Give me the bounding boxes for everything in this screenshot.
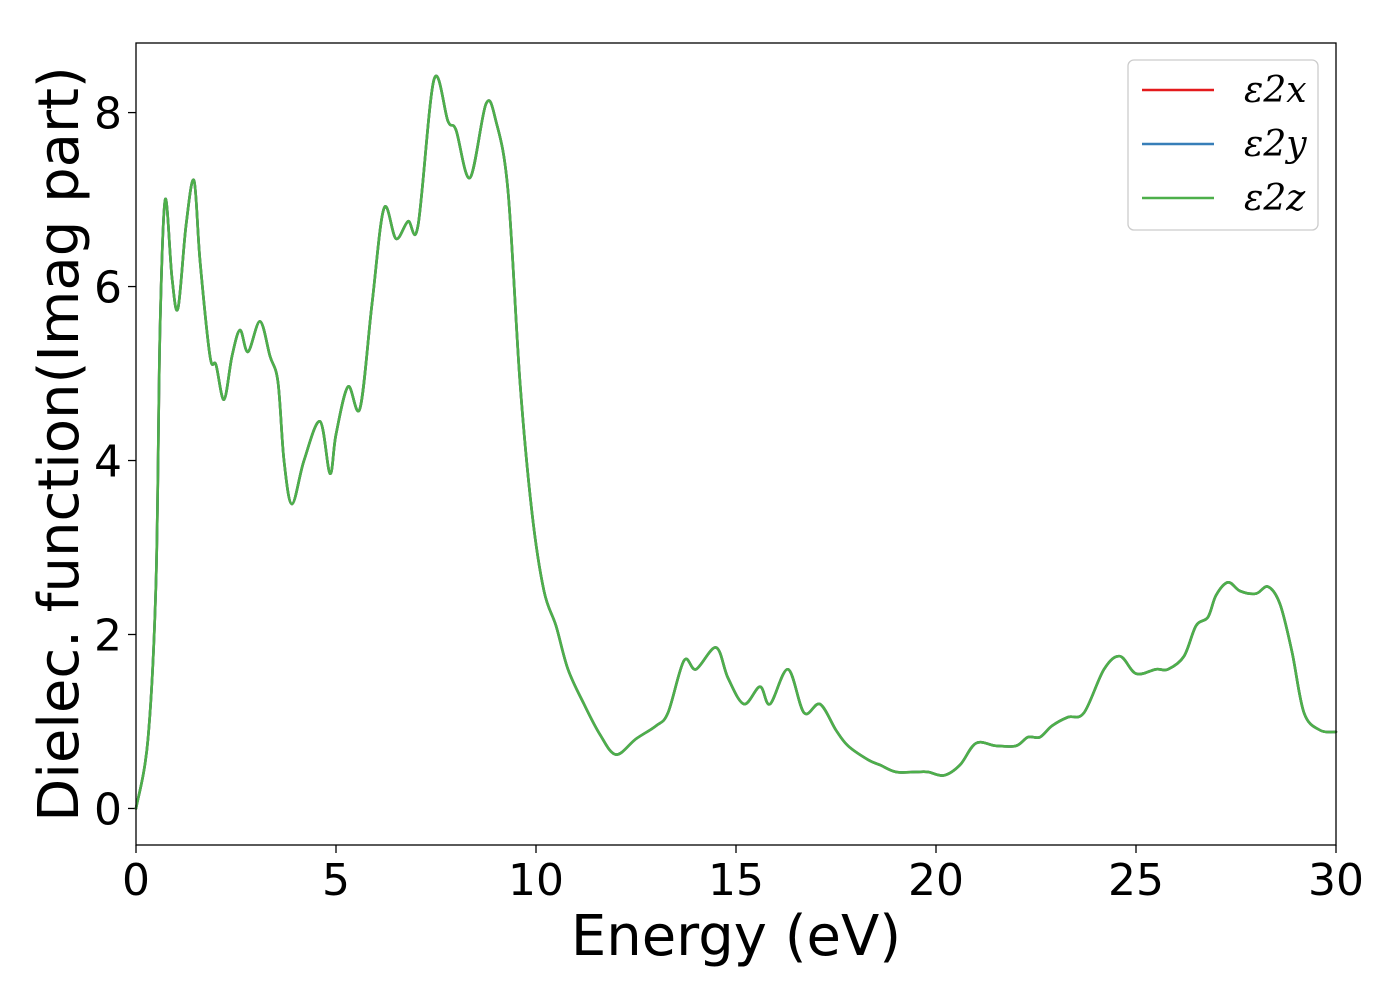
y-tick-label-2: 4 — [94, 437, 122, 488]
x-tick-label-1: 5 — [322, 855, 350, 906]
series-line-2 — [134, 74, 1338, 810]
y-tick-label-3: 6 — [94, 263, 122, 314]
legend-label-2: ε2z — [1244, 178, 1306, 219]
x-axis-label: Energy (eV) — [571, 904, 901, 969]
y-tick-label-4: 8 — [94, 89, 122, 140]
x-tick-label-5: 25 — [1108, 855, 1164, 906]
x-tick-label-2: 10 — [508, 855, 564, 906]
series-lines — [134, 74, 1338, 810]
y-tick-label-0: 0 — [94, 784, 122, 835]
x-tick-label-0: 0 — [122, 855, 150, 906]
legend-label-0: ε2x — [1244, 70, 1307, 111]
plot-frame — [135, 42, 1337, 846]
legend-label-1: ε2y — [1244, 124, 1307, 165]
x-tick-label-4: 20 — [908, 855, 964, 906]
legend: ε2x ε2y ε2z — [1127, 59, 1319, 231]
x-tick-label-6: 30 — [1308, 855, 1364, 906]
axis-ticks: 0 5 10 15 20 25 30 0 2 4 6 8 — [94, 89, 1364, 906]
y-tick-label-1: 2 — [94, 610, 122, 661]
y-axis-label: Dielec. function(Imag part) — [27, 66, 92, 822]
x-tick-label-3: 15 — [708, 855, 764, 906]
legend-box — [1127, 59, 1319, 231]
